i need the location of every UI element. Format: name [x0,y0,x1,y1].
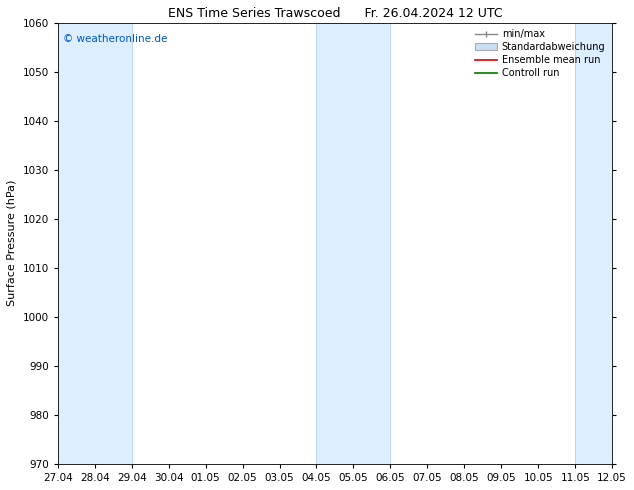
Title: ENS Time Series Trawscoed      Fr. 26.04.2024 12 UTC: ENS Time Series Trawscoed Fr. 26.04.2024… [167,7,502,20]
Text: © weatheronline.de: © weatheronline.de [63,33,168,44]
Bar [575,23,631,464]
Bar [58,23,132,464]
Bar [316,23,391,464]
Y-axis label: Surface Pressure (hPa): Surface Pressure (hPa) [7,180,17,306]
Legend: min/max, Standardabweichung, Ensemble mean run, Controll run: min/max, Standardabweichung, Ensemble me… [472,25,609,82]
